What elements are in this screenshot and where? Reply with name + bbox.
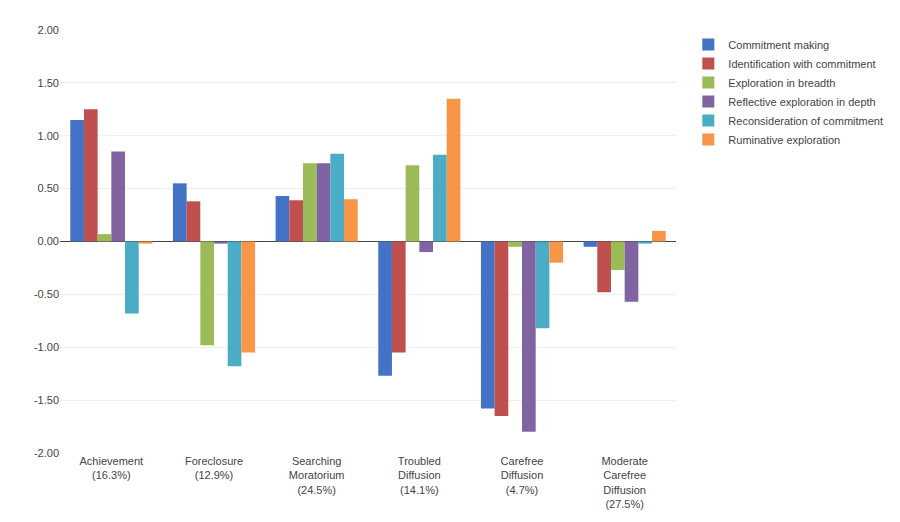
- svg-text:1.00: 1.00: [38, 130, 59, 142]
- svg-text:CarefreeDiffusion(4.7%): CarefreeDiffusion(4.7%): [501, 455, 544, 496]
- svg-text:TroubledDiffusion(14.1%): TroubledDiffusion(14.1%): [398, 455, 441, 496]
- svg-text:-0.50: -0.50: [34, 288, 59, 300]
- svg-text:-1.50: -1.50: [34, 394, 59, 406]
- svg-text:SearchingMoratorium(24.5%): SearchingMoratorium(24.5%): [289, 455, 345, 496]
- svg-text:2.00: 2.00: [38, 24, 59, 36]
- svg-text:Commitment making: Commitment making: [728, 39, 829, 51]
- svg-text:Foreclosure(12.9%): Foreclosure(12.9%): [185, 455, 243, 481]
- svg-text:ModerateCarefreeDiffusion(27.5: ModerateCarefreeDiffusion(27.5%): [601, 455, 647, 510]
- svg-text:Identification with commitment: Identification with commitment: [728, 58, 875, 70]
- svg-text:-2.00: -2.00: [34, 447, 59, 459]
- svg-text:Ruminative exploration: Ruminative exploration: [728, 134, 840, 146]
- svg-text:Exploration in breadth: Exploration in breadth: [728, 77, 835, 89]
- svg-text:-1.00: -1.00: [34, 341, 59, 353]
- svg-text:Reflective exploration in dept: Reflective exploration in depth: [728, 96, 875, 108]
- svg-text:0.00: 0.00: [38, 235, 59, 247]
- svg-text:1.50: 1.50: [38, 77, 59, 89]
- svg-text:Achievement(16.3%): Achievement(16.3%): [80, 455, 144, 481]
- svg-text:0.50: 0.50: [38, 182, 59, 194]
- svg-text:Reconsideration of commitment: Reconsideration of commitment: [728, 115, 883, 127]
